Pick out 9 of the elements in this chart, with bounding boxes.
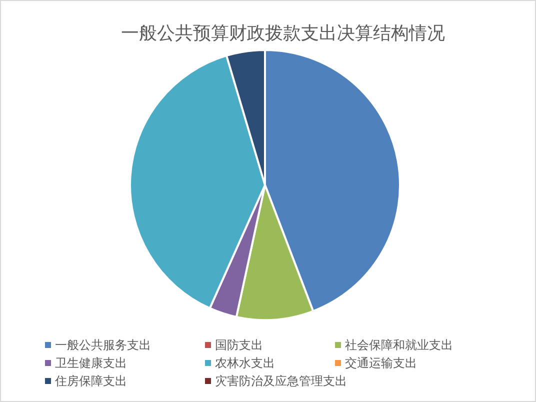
legend-label: 交通运输支出 (345, 356, 417, 370)
legend-label: 社会保障和就业支出 (345, 338, 453, 352)
legend-label: 农林水支出 (215, 356, 275, 370)
legend-label: 一般公共服务支出 (55, 338, 151, 352)
legend-label: 卫生健康支出 (55, 356, 127, 370)
legend-label: 灾害防治及应急管理支出 (215, 374, 347, 388)
legend-label: 国防支出 (215, 338, 263, 352)
chart-title: 一般公共预算财政拨款支出决算结构情况 (121, 23, 445, 44)
legend-label: 住房保障支出 (54, 374, 127, 388)
